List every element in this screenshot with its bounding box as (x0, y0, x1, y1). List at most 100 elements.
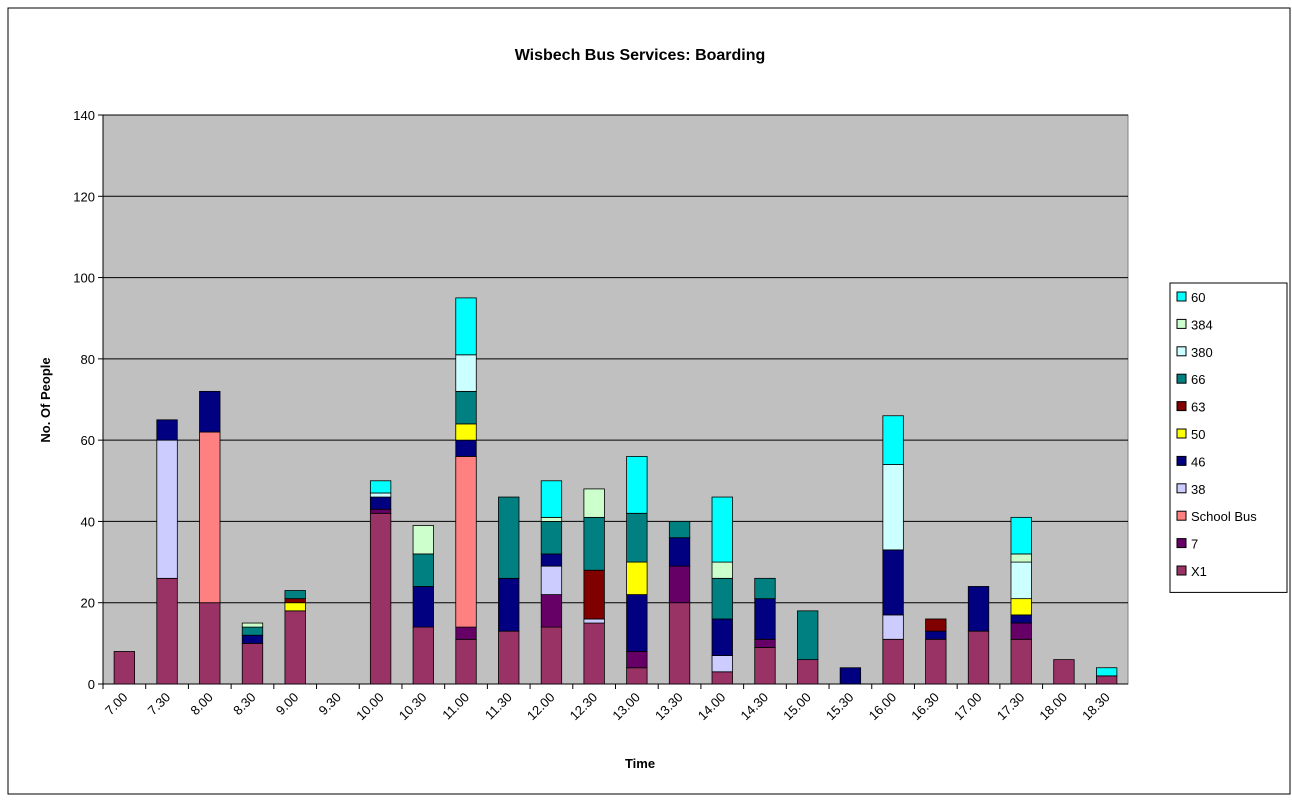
bar-segment (967, 586, 990, 632)
bar-segment (626, 667, 648, 685)
bar-segment (882, 549, 904, 616)
bar-segment (754, 598, 776, 640)
legend-label: School Bus (1191, 509, 1257, 524)
legend-swatch (1176, 346, 1187, 357)
legend-swatch (1176, 483, 1187, 494)
legend-label: X1 (1191, 564, 1207, 579)
bar-segment (412, 626, 434, 685)
legend-swatch (1176, 291, 1187, 302)
legend-label: 46 (1191, 454, 1205, 469)
legend-label: 66 (1191, 372, 1205, 387)
legend-swatch (1176, 373, 1187, 384)
bar-segment (498, 496, 520, 579)
bar-segment (455, 354, 477, 392)
bar-segment (626, 651, 648, 669)
bar-segment (797, 659, 819, 685)
bar-segment (455, 297, 477, 356)
bar-segment (626, 561, 648, 595)
legend-swatch (1176, 318, 1187, 329)
bar-segment (455, 390, 477, 425)
bar-segment (455, 439, 477, 457)
y-tick-label: 100 (73, 271, 95, 286)
legend-swatch (1176, 565, 1187, 576)
legend-swatch (1176, 401, 1187, 412)
bar-segment (1053, 659, 1075, 685)
bar-segment (1010, 561, 1032, 600)
bar-segment (754, 577, 776, 600)
legend-label: 60 (1191, 290, 1205, 305)
y-tick-label: 60 (81, 433, 95, 448)
bar-segment (540, 594, 563, 628)
bar-segment (369, 496, 392, 510)
bar-segment (284, 598, 306, 604)
bar-segment (540, 480, 563, 518)
bar-segment (882, 614, 904, 640)
bar-segment (455, 638, 477, 685)
legend-label: 7 (1191, 537, 1198, 552)
bar-segment (882, 638, 904, 685)
bar-segment (412, 586, 434, 628)
bar-segment (369, 512, 392, 685)
bar-segment (626, 455, 648, 514)
bar-segment (668, 602, 691, 685)
bar-segment (711, 561, 733, 579)
legend-box (1169, 282, 1288, 593)
bar-segment (711, 618, 733, 656)
legend-label: 38 (1191, 482, 1205, 497)
bar-segment (498, 630, 520, 685)
bar-segment (455, 626, 477, 640)
bar-segment (1010, 598, 1032, 616)
bar-segment (882, 415, 904, 465)
legend-swatch (1176, 510, 1187, 521)
bar-segment (156, 577, 178, 685)
bar-segment (754, 647, 776, 685)
bar-segment (156, 419, 178, 441)
y-tick-label: 80 (81, 352, 95, 367)
bar-segment (668, 565, 691, 604)
bar-segment (583, 622, 605, 685)
bar-segment (241, 622, 264, 628)
bar-segment (455, 423, 477, 441)
bar-segment (540, 565, 563, 595)
bar-segment (1095, 675, 1118, 685)
legend-label: 63 (1191, 400, 1205, 415)
legend-label: 384 (1191, 317, 1213, 332)
bar-segment (284, 610, 306, 685)
bar-segment (241, 634, 264, 644)
bar-segment (412, 553, 434, 587)
legend-swatch (1176, 455, 1187, 466)
bar-segment (1095, 667, 1118, 677)
bar-segment (668, 537, 691, 567)
bar-segment (199, 431, 221, 604)
bar-segment (583, 516, 605, 571)
x-axis-label: Time (625, 756, 655, 771)
bar-segment (369, 508, 392, 514)
bar-segment (1010, 553, 1032, 563)
bar-segment (626, 594, 648, 652)
bar-segment (369, 480, 392, 494)
legend-swatch (1176, 538, 1187, 549)
bar-segment (711, 496, 733, 563)
bar-segment (241, 626, 264, 636)
bar-segment (199, 602, 221, 685)
bar-segment (455, 455, 477, 628)
y-tick-label: 120 (73, 189, 95, 204)
bar-segment (1010, 614, 1032, 624)
bar-segment (540, 626, 563, 685)
bar-segment (583, 488, 605, 518)
legend-swatch (1176, 428, 1187, 439)
bar-segment (711, 577, 733, 620)
bar-segment (925, 630, 947, 640)
bar-segment (284, 590, 306, 600)
y-tick-label: 0 (88, 677, 95, 692)
bar-segment (711, 655, 733, 673)
bar-segment (199, 390, 221, 433)
bar-segment (626, 512, 648, 563)
bar-segment (839, 667, 862, 685)
y-tick-label: 40 (81, 514, 95, 529)
y-tick-label: 140 (73, 108, 95, 123)
bar-segment (1010, 516, 1032, 555)
bar-segment (797, 610, 819, 661)
bar-segment (156, 439, 178, 579)
